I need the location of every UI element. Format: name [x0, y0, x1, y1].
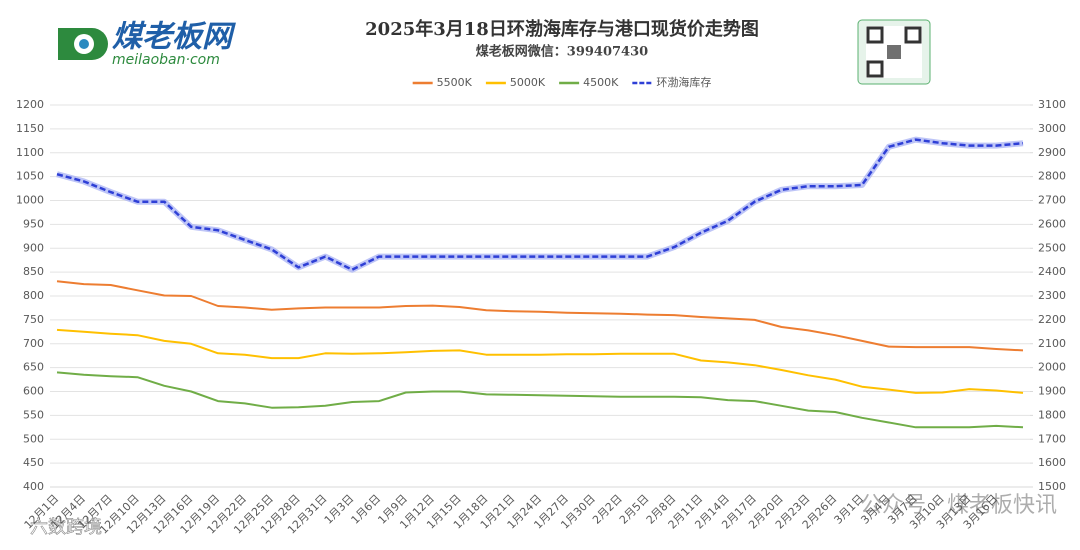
qr-code [857, 19, 931, 85]
legend-label: 5000K [510, 76, 546, 89]
y-tick-label: 400 [23, 480, 44, 493]
series-line [56, 280, 1024, 352]
series-line [56, 138, 1024, 271]
y2-tick-label: 1600 [1038, 456, 1066, 469]
y2-tick-label: 2500 [1038, 241, 1066, 254]
legend-label: 4500K [583, 76, 619, 89]
y-tick-label: 1100 [16, 146, 44, 159]
legend-label: 5500K [437, 76, 473, 89]
y2-tick-label: 2700 [1038, 194, 1066, 207]
y2-tick-label: 1500 [1038, 480, 1066, 493]
y2-tick-label: 3100 [1038, 98, 1066, 111]
y2-tick-label: 2400 [1038, 265, 1066, 278]
legend: 5500K 5000K 4500K 环渤海库存 [412, 75, 711, 89]
qr-finder [866, 60, 884, 78]
y-tick-label: 1200 [16, 98, 44, 111]
chart-subtitle: 煤老板网微信：399407430 [476, 44, 648, 60]
y-tick-label: 1000 [16, 194, 44, 207]
y2-tick-label: 1700 [1038, 432, 1066, 445]
y2-tick-label: 1800 [1038, 408, 1066, 421]
y-tick-label: 800 [23, 289, 44, 302]
logo-swirl-core [79, 39, 89, 49]
y2-tick-label: 2800 [1038, 170, 1066, 183]
qr-finder [904, 26, 922, 44]
qr-finder [866, 26, 884, 44]
qr-center [887, 45, 901, 59]
y2-tick-label: 2300 [1038, 289, 1066, 302]
chart-title: 2025年3月18日环渤海库存与港口现货价走势图 [365, 18, 759, 40]
watermark: 六数跨境 [30, 517, 102, 538]
y-tick-label: 750 [23, 313, 44, 326]
y-tick-label: 1050 [16, 170, 44, 183]
y-tick-label: 650 [23, 361, 44, 374]
legend-label: 环渤海库存 [656, 75, 711, 89]
y2-tick-label: 3000 [1038, 122, 1066, 135]
y-tick-label: 900 [23, 241, 44, 254]
brand-name: 煤老板网 [112, 20, 236, 55]
y-tick-label: 850 [23, 265, 44, 278]
y2-tick-label: 2600 [1038, 217, 1066, 230]
y2-tick-label: 2200 [1038, 313, 1066, 326]
y2-tick-label: 2900 [1038, 146, 1066, 159]
y2-tick-label: 1900 [1038, 385, 1066, 398]
y-tick-label: 450 [23, 456, 44, 469]
brand-url: meilaoban·com [112, 52, 220, 68]
series-line [56, 371, 1024, 429]
y-tick-label: 600 [23, 385, 44, 398]
y-tick-label: 700 [23, 337, 44, 350]
y-tick-label: 950 [23, 217, 44, 230]
grid [50, 104, 1030, 488]
y-tick-label: 550 [23, 408, 44, 421]
watermark: 公众号 · 煤老板快讯 [860, 493, 1057, 518]
series-line [56, 328, 1024, 394]
logo: 煤老板网 meilaoban·com [58, 20, 236, 68]
y2-tick-label: 2000 [1038, 361, 1066, 374]
y2-tick-label: 2100 [1038, 337, 1066, 350]
y-tick-label: 500 [23, 432, 44, 445]
y-tick-label: 1150 [16, 122, 44, 135]
